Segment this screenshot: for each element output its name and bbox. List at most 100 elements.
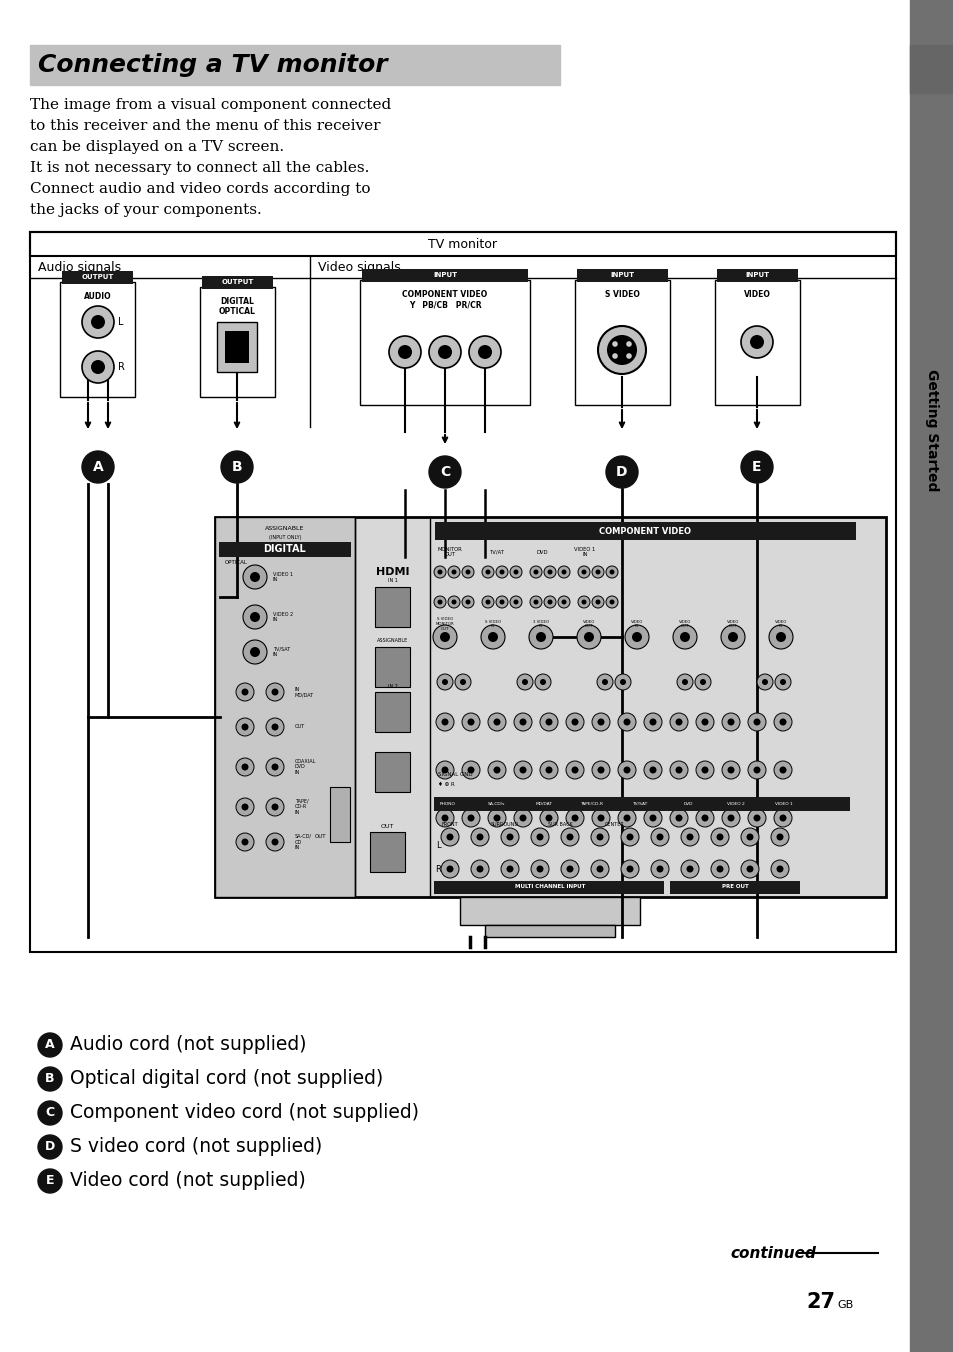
Circle shape [38,1134,62,1159]
Circle shape [493,767,500,773]
Text: DVD: DVD [682,802,692,806]
Circle shape [598,326,645,375]
Circle shape [235,683,253,700]
Text: 27: 27 [805,1293,834,1311]
Circle shape [727,631,738,642]
Text: CENTER: CENTER [604,822,624,827]
Bar [214,516,355,896]
Circle shape [471,860,489,877]
Text: TV/SAT
IN: TV/SAT IN [273,646,290,657]
Circle shape [609,569,614,575]
Text: SUR BACK: SUR BACK [547,822,572,827]
Circle shape [606,335,637,365]
Circle shape [539,761,558,779]
Text: D: D [616,465,627,479]
Circle shape [740,860,759,877]
Bar [30,233,895,952]
Text: SA-CD/
CD
IN: SA-CD/ CD IN [294,834,312,850]
Text: HDMI: HDMI [375,566,409,577]
Circle shape [82,306,113,338]
Text: IN
MD/DAT: IN MD/DAT [294,687,314,698]
Circle shape [434,596,446,608]
Bar [459,896,639,925]
Circle shape [513,569,518,575]
Circle shape [583,631,594,642]
Circle shape [272,764,278,771]
Circle shape [243,565,267,589]
Circle shape [745,865,753,872]
Circle shape [592,761,609,779]
Circle shape [675,814,681,822]
Circle shape [476,833,483,841]
Circle shape [461,808,479,827]
Bar [909,0,953,1352]
Circle shape [500,827,518,846]
Circle shape [441,767,448,773]
Circle shape [235,718,253,735]
Circle shape [592,566,603,579]
Text: B: B [232,460,242,475]
Circle shape [437,569,442,575]
Circle shape [721,713,740,731]
Circle shape [624,625,648,649]
Circle shape [521,679,527,685]
Circle shape [543,566,556,579]
Bar [361,269,527,283]
Circle shape [82,352,113,383]
Text: (INPUT ONLY): (INPUT ONLY) [269,534,301,539]
Circle shape [774,675,790,690]
Circle shape [650,827,668,846]
Circle shape [623,718,630,726]
Circle shape [429,337,460,368]
Circle shape [389,337,420,368]
Circle shape [493,814,500,822]
Text: S VIDEO
MONITOR
OUT: S VIDEO MONITOR OUT [436,618,454,630]
Circle shape [434,566,446,579]
Circle shape [753,814,760,822]
Circle shape [558,566,569,579]
Circle shape [618,713,636,731]
Text: TV/SAT: TV/SAT [632,802,647,806]
Text: Audio signals: Audio signals [38,261,121,274]
Text: OUT: OUT [314,834,326,840]
Circle shape [649,767,656,773]
Circle shape [38,1033,62,1057]
Text: TV/AT: TV/AT [490,549,505,554]
Circle shape [597,675,613,690]
Text: VIDEO 2: VIDEO 2 [726,802,744,806]
Circle shape [519,814,526,822]
Circle shape [530,566,541,579]
Circle shape [500,860,518,877]
Bar [434,796,849,811]
Circle shape [720,625,744,649]
Bar [669,882,800,894]
Circle shape [436,713,454,731]
Circle shape [272,803,278,810]
Circle shape [514,808,532,827]
Text: VIDEO 1: VIDEO 1 [774,802,792,806]
Circle shape [459,679,465,685]
Circle shape [605,566,618,579]
Circle shape [241,764,248,771]
Circle shape [590,860,608,877]
Circle shape [581,599,586,604]
Circle shape [476,865,483,872]
Circle shape [437,345,452,360]
Circle shape [558,596,569,608]
Circle shape [710,827,728,846]
Text: GB: GB [836,1301,852,1310]
Circle shape [696,808,713,827]
Circle shape [643,808,661,827]
Circle shape [465,569,470,575]
Circle shape [740,452,772,483]
Circle shape [597,718,604,726]
Bar [200,287,274,397]
Circle shape [539,713,558,731]
Text: to this receiver and the menu of this receiver: to this receiver and the menu of this re… [30,119,380,132]
Text: VIDEO
IN: VIDEO IN [774,619,786,629]
Circle shape [517,675,533,690]
Bar [434,882,663,894]
Circle shape [680,860,699,877]
Circle shape [675,718,681,726]
Text: 3 VIDEO
IN: 3 VIDEO IN [533,619,549,629]
